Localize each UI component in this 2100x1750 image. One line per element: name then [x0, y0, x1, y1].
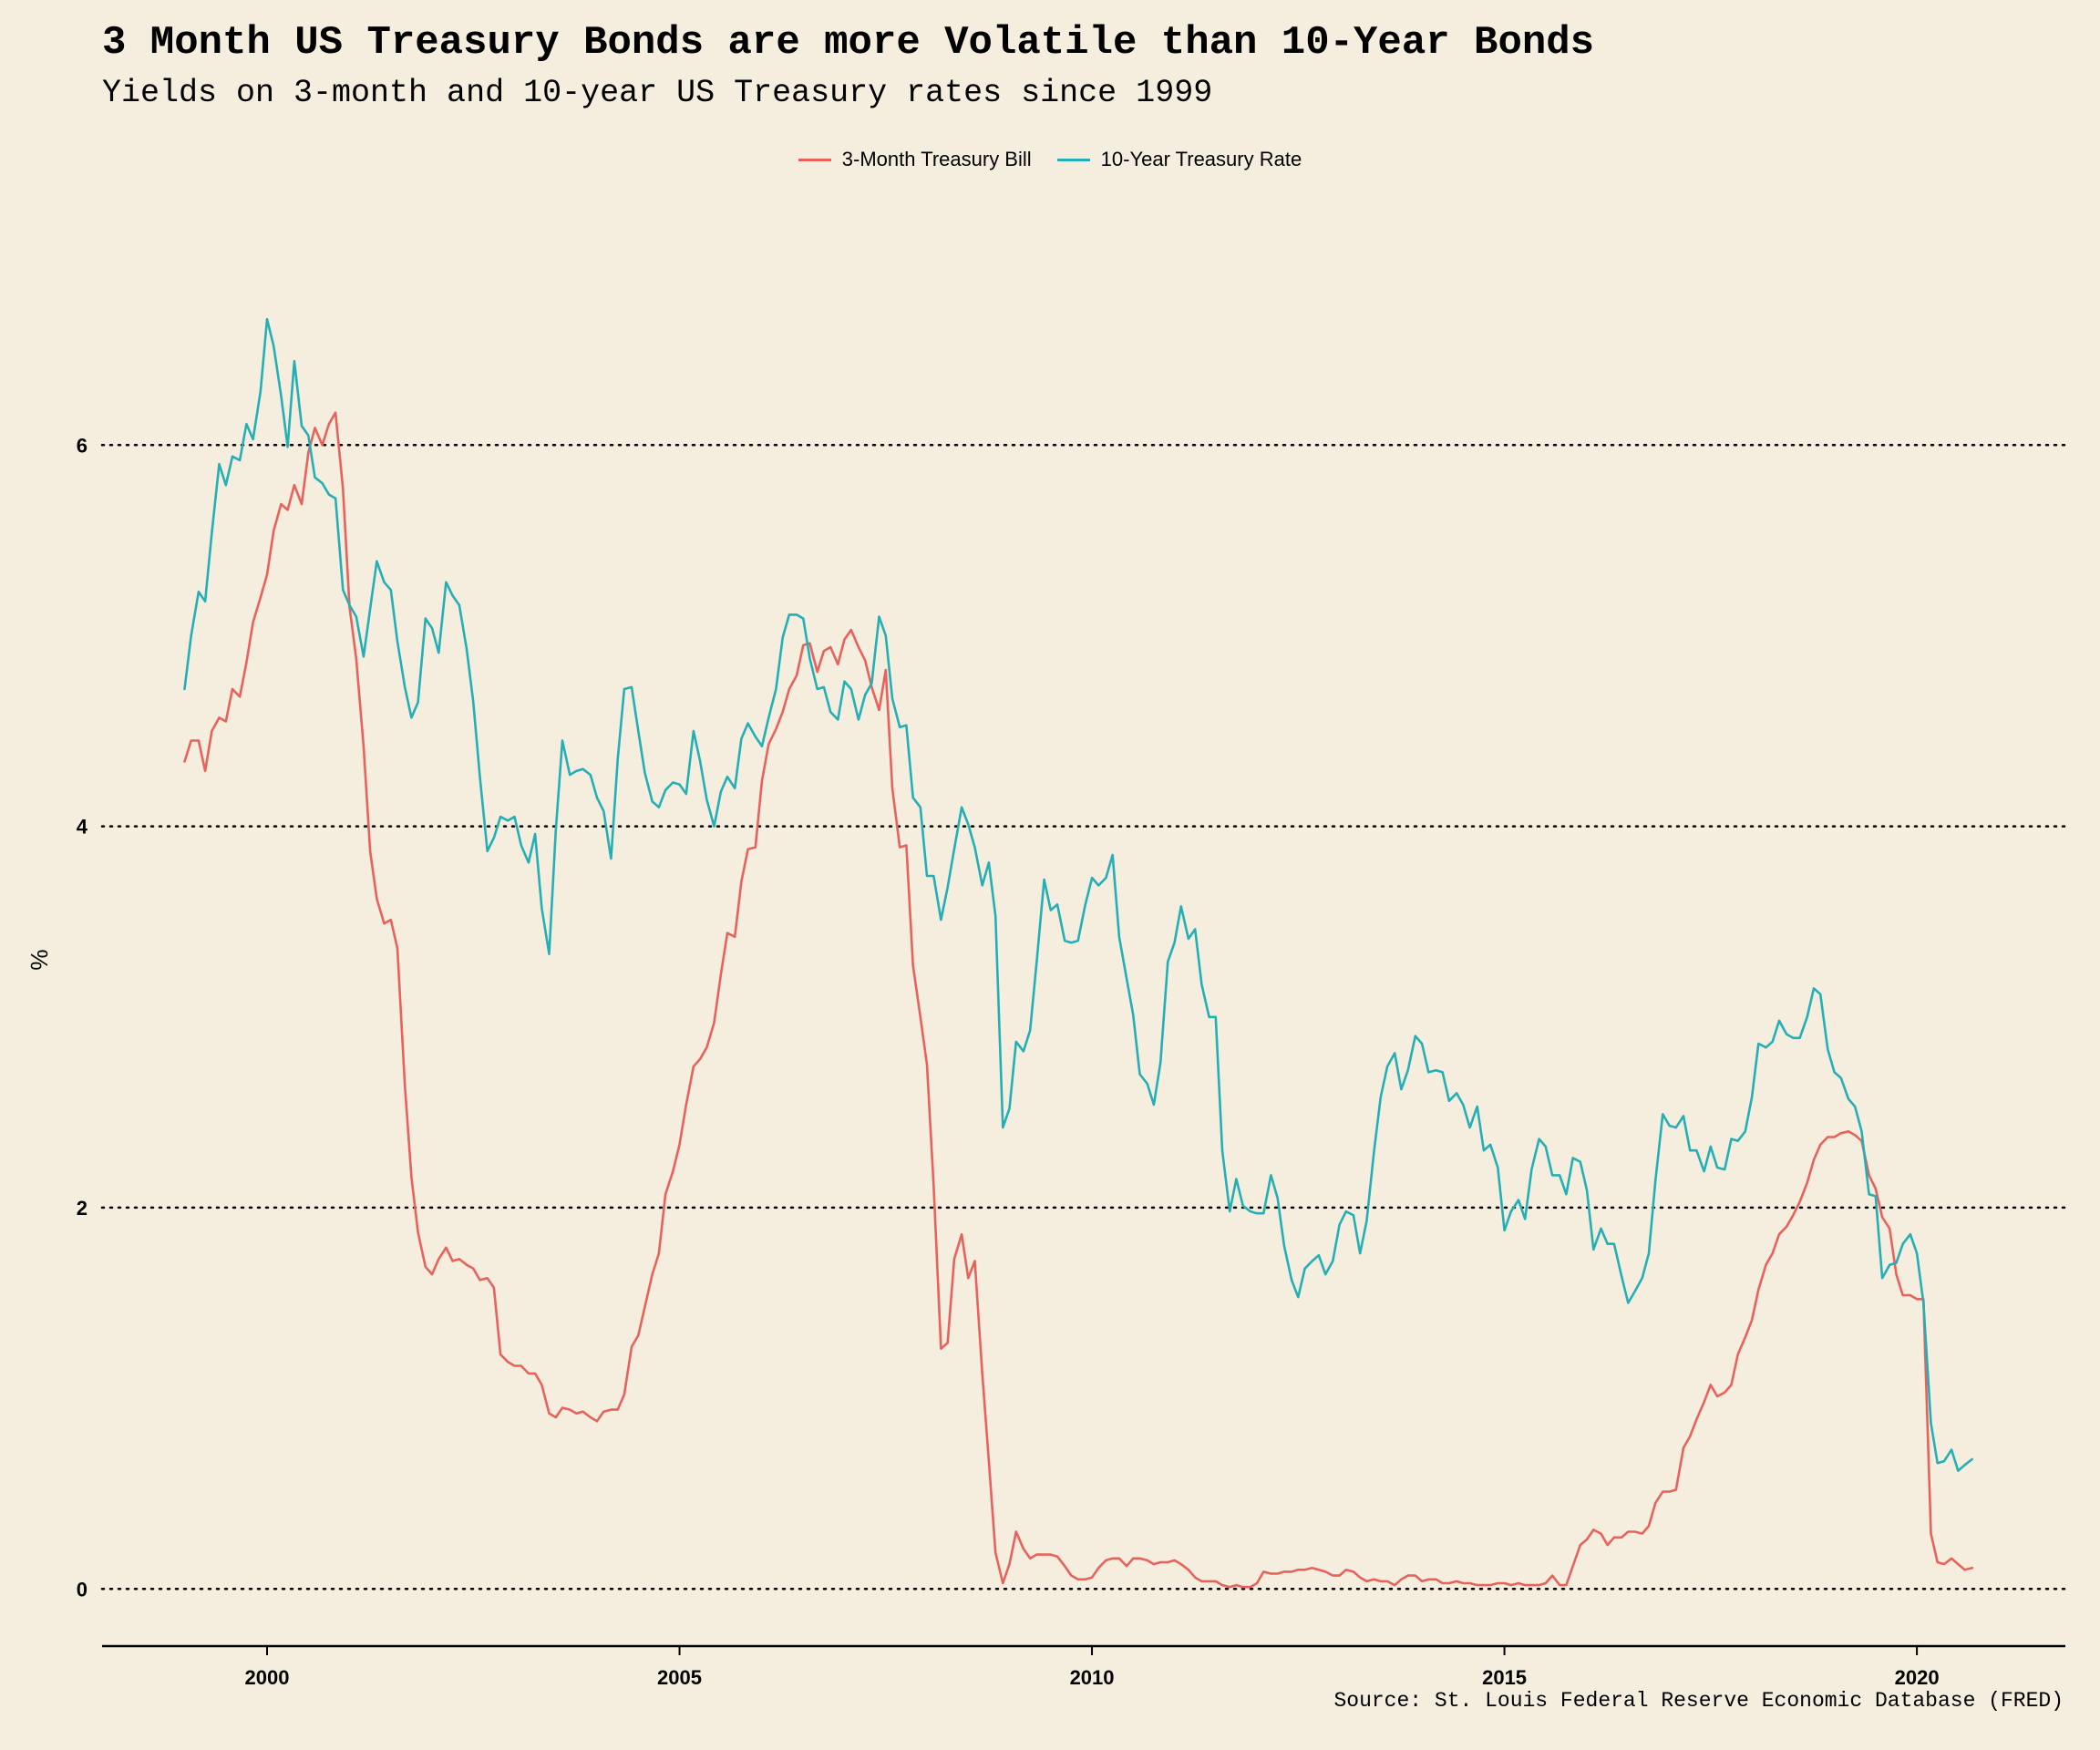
- x-tick-label-2015: 2015: [1482, 1666, 1527, 1689]
- series-line-3-month: [183, 411, 1973, 1589]
- source-caption: Source: St. Louis Federal Reserve Econom…: [1333, 1689, 2064, 1713]
- y-tick-label-0: 0: [77, 1578, 88, 1601]
- gridlines: [100, 444, 2067, 1590]
- legend-swatch-10-year: [1056, 158, 1090, 161]
- x-tick-label-2010: 2010: [1070, 1666, 1115, 1689]
- legend-label-3-month: 3-Month Treasury Bill: [841, 148, 1032, 170]
- legend-label-10-year: 10-Year Treasury Rate: [1100, 148, 1302, 170]
- x-tick-label-2000: 2000: [245, 1666, 290, 1689]
- x-tick-label-2020: 2020: [1895, 1666, 1940, 1689]
- legend: 3-Month Treasury Bill 10-Year Treasury R…: [0, 148, 2100, 171]
- legend-item-10-year: 10-Year Treasury Rate: [1056, 148, 1302, 171]
- x-tick-label-2005: 2005: [657, 1666, 702, 1689]
- y-axis-title: %: [26, 949, 53, 970]
- series-line-10-year: [183, 317, 1973, 1472]
- y-axis-ticks: 0 2 4 6: [77, 434, 88, 1601]
- y-tick-label-4: 4: [77, 816, 88, 839]
- y-tick-label-2: 2: [77, 1197, 88, 1220]
- chart-subtitle: Yields on 3-month and 10-year US Treasur…: [102, 75, 1213, 111]
- chart-title: 3 Month US Treasury Bonds are more Volat…: [102, 20, 1595, 66]
- y-tick-label-6: 6: [77, 434, 88, 457]
- x-axis-ticks: 2000 2005 2010 2015 2020: [245, 1646, 1940, 1689]
- legend-item-3-month: 3-Month Treasury Bill: [798, 148, 1032, 171]
- series-lines: [183, 317, 1973, 1589]
- legend-swatch-3-month: [798, 158, 831, 161]
